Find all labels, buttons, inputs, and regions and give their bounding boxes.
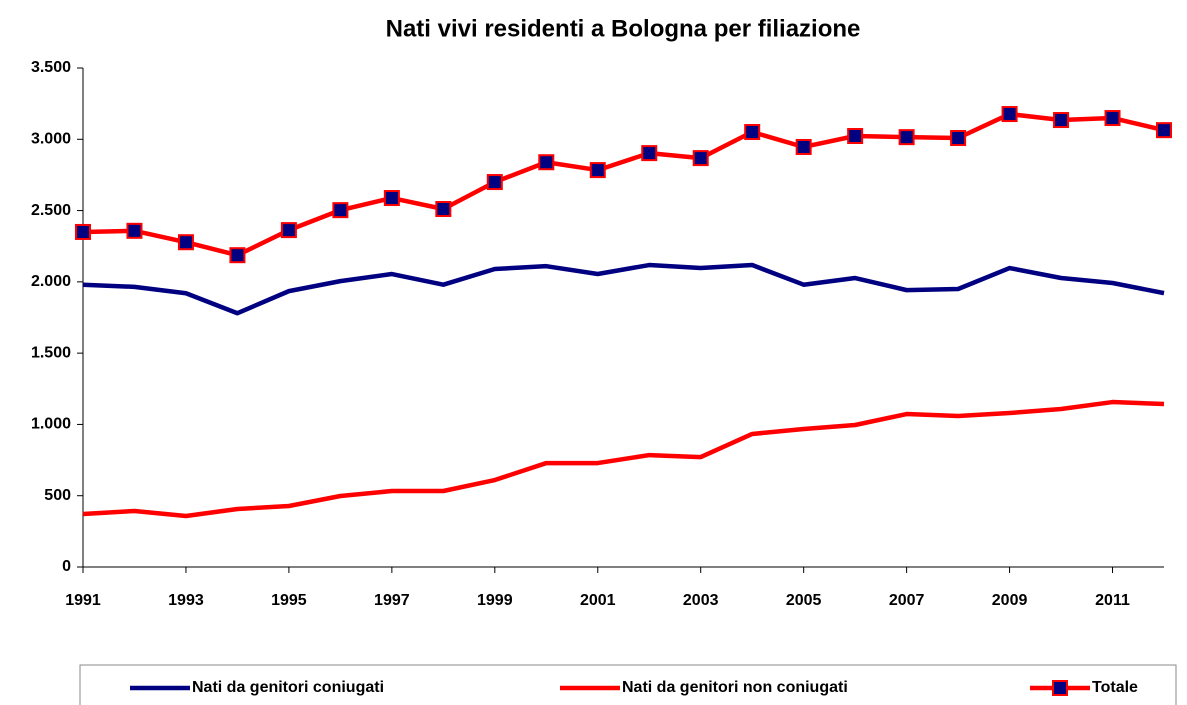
y-tick-label: 1.500 — [31, 344, 71, 361]
marker — [75, 223, 91, 240]
marker — [486, 174, 503, 191]
x-tick-label: 2005 — [786, 592, 822, 609]
chart-title: Nati vivi residenti a Bologna per filiaz… — [386, 15, 861, 42]
x-tick-label: 1999 — [477, 592, 513, 609]
x-tick-label: 2011 — [1095, 592, 1130, 609]
marker — [177, 234, 194, 251]
legend-box — [79, 664, 1177, 705]
x-tick-label: 1993 — [168, 592, 204, 609]
x-tick-label: 1995 — [271, 592, 307, 609]
series-line — [82, 262, 1165, 316]
marker — [1001, 106, 1018, 123]
marker — [898, 129, 915, 146]
y-tick-label: 2.500 — [31, 202, 71, 219]
x-tick-label: 1991 — [65, 592, 101, 609]
x-tick-label: 2009 — [992, 592, 1028, 609]
legend-label: Nati da genitori non coniugati — [622, 679, 848, 696]
marker — [538, 154, 555, 171]
y-tick-label: 2.000 — [31, 273, 71, 290]
y-tick-label: 1.000 — [31, 416, 71, 433]
y-tick-label: 0 — [62, 558, 71, 575]
marker — [795, 138, 812, 155]
y-tick-label: 3.500 — [31, 59, 71, 76]
marker — [847, 128, 864, 145]
legend-label: Totale — [1092, 679, 1138, 696]
marker — [1156, 122, 1172, 139]
marker — [280, 222, 297, 239]
marker — [126, 222, 143, 239]
marker — [641, 145, 658, 162]
marker — [1053, 112, 1070, 129]
x-tick-label: 2001 — [580, 592, 616, 609]
series-line — [82, 111, 1165, 258]
marker — [332, 202, 349, 219]
marker — [744, 124, 761, 141]
marker — [229, 247, 246, 264]
x-tick-label: 1997 — [374, 592, 410, 609]
y-tick-label: 3.000 — [31, 131, 71, 148]
x-tick-label: 2007 — [889, 592, 925, 609]
x-tick-label: 2003 — [683, 592, 719, 609]
y-tick-label: 500 — [44, 487, 71, 504]
legend-marker — [1052, 680, 1068, 696]
marker — [435, 201, 452, 218]
marker — [1104, 110, 1121, 127]
series-line — [82, 399, 1165, 519]
marker — [383, 190, 400, 207]
marker — [692, 150, 709, 167]
marker — [950, 130, 967, 147]
legend-label: Nati da genitori coniugati — [192, 679, 384, 696]
marker — [589, 162, 606, 179]
